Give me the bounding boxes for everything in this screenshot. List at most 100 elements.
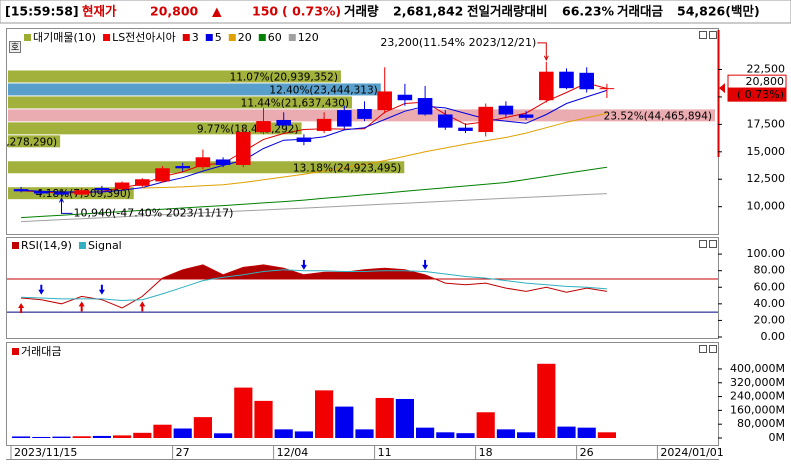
legend-swatch [205,34,213,41]
legend-label: RSI(14,9) [21,239,72,252]
bar [274,429,293,438]
bar [456,433,475,438]
amount-title: 거래대금 [617,4,664,19]
annotation-label: 10,940(-47.40% 2023/11/17) [74,206,234,219]
candle-body [316,118,332,131]
legend-swatch [24,34,31,41]
y-tick-label: 400,000M [730,362,785,375]
current-tag-bottom [727,87,787,102]
legend-swatch [78,242,86,249]
y-tick-label: 10,000 [747,200,786,213]
bar [597,432,616,438]
bar [416,427,435,438]
badge-box[interactable] [9,41,21,53]
badge[interactable]: 호 [11,42,19,53]
change-arrow: ▲ [212,4,222,19]
bar [496,429,515,438]
candle-body [94,188,110,191]
close-button[interactable] [709,240,717,248]
y-tick-label: 80.00 [754,264,786,277]
candle-body [114,182,130,190]
volume-profile-bar [8,83,381,96]
candle-body [579,72,594,90]
minimize-button[interactable] [699,345,707,353]
close-button[interactable] [709,345,717,353]
volume-profile-label: 11.44%(21,637,430) [241,97,349,109]
bar [294,431,313,438]
candle-body [34,191,49,194]
y-tick-label: 0M [769,431,786,444]
candle-body [155,168,170,182]
candle-body [397,94,413,101]
sell-signal [38,284,45,295]
x-tick-label: 12/04 [277,446,309,459]
legend-label: 3 [192,31,199,44]
series-line [21,269,607,302]
volume-title: 거래량 [344,4,379,19]
sell-signal [422,259,429,270]
bar [395,398,414,438]
y-tick-label: 17,500 [747,117,786,130]
y-tick-label: 320,000M [730,376,785,389]
panel-buttons[interactable] [699,31,717,353]
legend-label: LS전선아시아 [112,31,176,44]
bar [315,390,334,438]
change-rate: ( 0.73%) [282,4,341,19]
volume-ratio-title: 전일거래량대비 [467,4,548,19]
volume-profile-label: 1.78%(3,278,290) [0,136,57,148]
volume-profile-label: 13.18%(24,923,495) [293,162,401,174]
legend-label: 60 [268,31,282,44]
current-marker [719,83,725,94]
bar [234,387,253,438]
y-tick-label: 0.00 [761,330,786,343]
x-tick-label: 2023/11/15 [14,446,77,459]
close-button[interactable] [709,31,717,39]
price-title: 현재가 [82,4,117,19]
legend-swatch [103,34,111,41]
y-tick-label: 160,000M [730,403,785,416]
series-line [21,264,607,309]
legend-label: 거래대금 [21,345,61,358]
bar [32,436,51,438]
legend-label: 120 [298,31,319,44]
price-plot: 4.18%(7,909,390)13.18%(24,923,495)1.78%(… [0,61,715,223]
candle-body [296,137,312,142]
minimize-button[interactable] [699,31,707,39]
candle-body [559,71,574,89]
change: 150 [252,4,278,19]
x-tick-label: 26 [580,446,594,459]
sell-signal [300,259,307,270]
volume-profile-bar [8,161,405,174]
volume-profile-label: 9.77%(18,463,292) [197,123,299,135]
rsi-fill [161,264,436,279]
y-tick-label: 22,500 [747,63,786,76]
y-tick-label: 240,000M [730,390,785,403]
bar [537,363,556,438]
volume-profile-bar [8,135,61,148]
bar [355,429,374,438]
candle-body [256,121,271,133]
y-tick-label: 100.00 [747,247,786,260]
candle-body [539,71,554,101]
buy-signal [18,303,25,314]
bar [92,435,111,438]
current-change: ( 0.73%) [737,88,784,101]
buy-signal [139,301,146,312]
moving-average [142,112,608,189]
current-price: 20,800 [746,75,785,88]
volume-profile-label: 23.52%(44,465,894) [604,110,712,122]
bar [173,428,192,438]
bar [214,433,233,438]
rsi-panel [6,237,719,339]
candle-body [357,109,372,119]
candle-body [478,106,493,133]
volume-profile-bar [8,96,353,109]
x-tick-label: 18 [479,446,493,459]
minimize-button[interactable] [699,240,707,248]
annotation-arrow [537,42,549,61]
candle-body [175,166,190,169]
volume-profile-bar [8,70,341,83]
moving-average [21,89,608,193]
volume-panel [6,342,719,446]
amount: 54,826(백만) [677,4,760,19]
